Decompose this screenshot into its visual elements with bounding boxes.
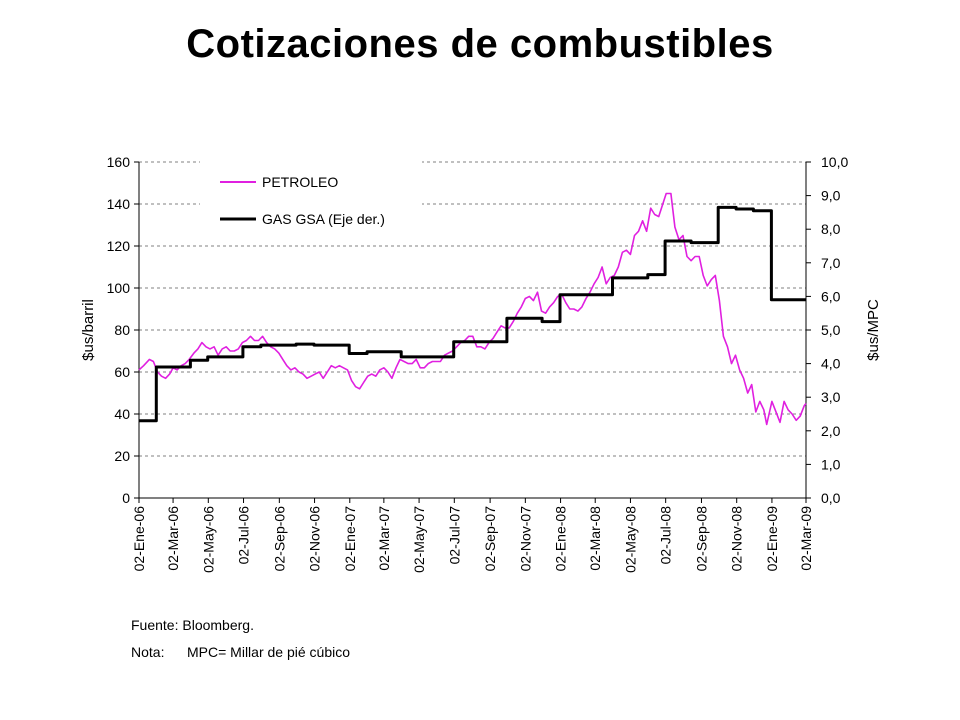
y-tick-label-left: 140 (107, 196, 131, 212)
y-tick-label-left: 120 (107, 238, 131, 254)
y-tick-label-right: 4,0 (821, 356, 841, 372)
y-tick-label-right: 1,0 (821, 456, 841, 472)
series-layer (138, 192, 807, 426)
footnote: Nota: MPC= Millar de pié cúbico (131, 644, 350, 660)
x-tick-label: 02-Mar-07 (376, 506, 392, 571)
x-tick-label: 02-Nov-08 (729, 506, 745, 572)
legend: PETROLEO GAS GSA (Eje der.) (200, 158, 422, 244)
source-note: Fuente: Bloomberg. (131, 617, 254, 633)
y-tick-label-right: 8,0 (821, 221, 841, 237)
y-tick-label-left: 40 (114, 406, 130, 422)
x-tick-label: 02-Ene-09 (764, 506, 780, 572)
y-axis-label-left: $us/barril (80, 299, 97, 361)
y-tick-label-left: 80 (114, 322, 130, 338)
y-tick-label-left: 160 (107, 154, 131, 170)
y-tick-label-right: 5,0 (821, 322, 841, 338)
y-tick-label-left: 100 (107, 280, 131, 296)
x-tick-label: 02-Ene-06 (131, 506, 147, 572)
x-tick-label: 02-May-07 (411, 506, 427, 573)
y-tick-label-right: 2,0 (821, 423, 841, 439)
x-tick-label: 02-Nov-07 (517, 506, 533, 572)
y-axis-label-right: $us/MPC (865, 299, 882, 361)
x-tick-label: 02-May-06 (200, 506, 216, 573)
x-tick-label: 02-Ene-07 (342, 506, 358, 572)
y-tick-label-right: 6,0 (821, 288, 841, 304)
x-tick-label: 02-Mar-08 (587, 506, 603, 571)
x-tick-label: 02-Jul-08 (658, 506, 674, 565)
x-tick-label: 02-Mar-09 (798, 506, 814, 571)
y-tick-label-left: 20 (114, 448, 130, 464)
x-tick-label: 02-Ene-08 (553, 506, 569, 572)
x-tick-label: 02-Jul-07 (446, 506, 462, 565)
legend-label-gas: GAS GSA (Eje der.) (262, 211, 385, 227)
y-tick-label-right: 3,0 (821, 389, 841, 405)
axis-layer: 0 20 40 60 80 100 120 140 160 0,0 1,0 2,0 3,0 4,0 5,0 6… (107, 154, 849, 573)
x-tick-label: 02-Nov-06 (307, 506, 323, 572)
y-tick-label-left: 60 (114, 364, 130, 380)
y-tick-label-right: 9,0 (821, 188, 841, 204)
x-tick-label: 02-Mar-06 (165, 506, 181, 571)
footnote-label: Nota: (131, 644, 165, 660)
x-tick-label: 02-Sep-07 (482, 506, 498, 572)
y-tick-label-right: 0,0 (821, 490, 841, 506)
legend-label-petroleo: PETROLEO (262, 174, 338, 190)
y-tick-label-right: 10,0 (821, 154, 848, 170)
x-tick-label: 02-Sep-06 (271, 506, 287, 572)
series-line-gas (139, 205, 806, 423)
legend-background (200, 158, 422, 244)
x-tick-label: 02-Sep-08 (693, 506, 709, 572)
footnote-text: MPC= Millar de pié cúbico (187, 644, 351, 660)
x-tick-label: 02-Jul-06 (236, 506, 252, 565)
x-tick-label: 02-May-08 (622, 506, 638, 573)
y-tick-label-right: 7,0 (821, 255, 841, 271)
page-title: Cotizaciones de combustibles (186, 22, 774, 66)
y-tick-label-left: 0 (122, 490, 130, 506)
